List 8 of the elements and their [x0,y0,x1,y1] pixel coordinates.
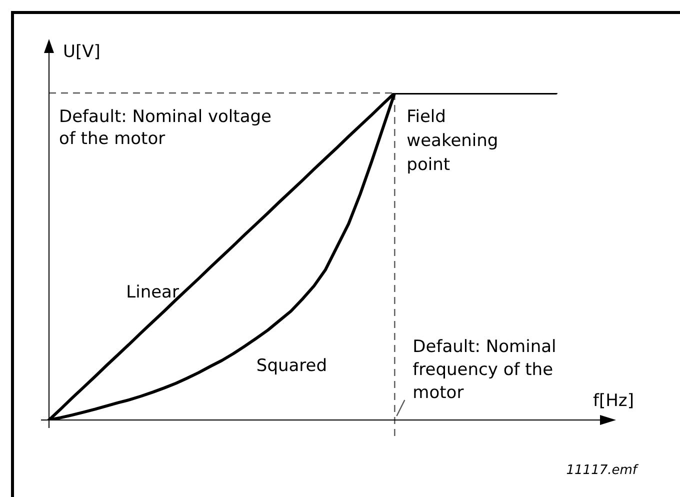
text: 11117.emf [566,463,640,478]
y-axis-title: U[V] [63,42,100,62]
text: Default: Nominal frequency of the motor [412,337,556,403]
x-axis-title: f[Hz] [593,391,634,411]
ref-line-label: Default: Nominal voltage of the motor [59,107,272,149]
annotation: Field weakening point [406,107,498,175]
series-label: Squared [256,356,328,376]
series-label: Linear [126,282,179,302]
